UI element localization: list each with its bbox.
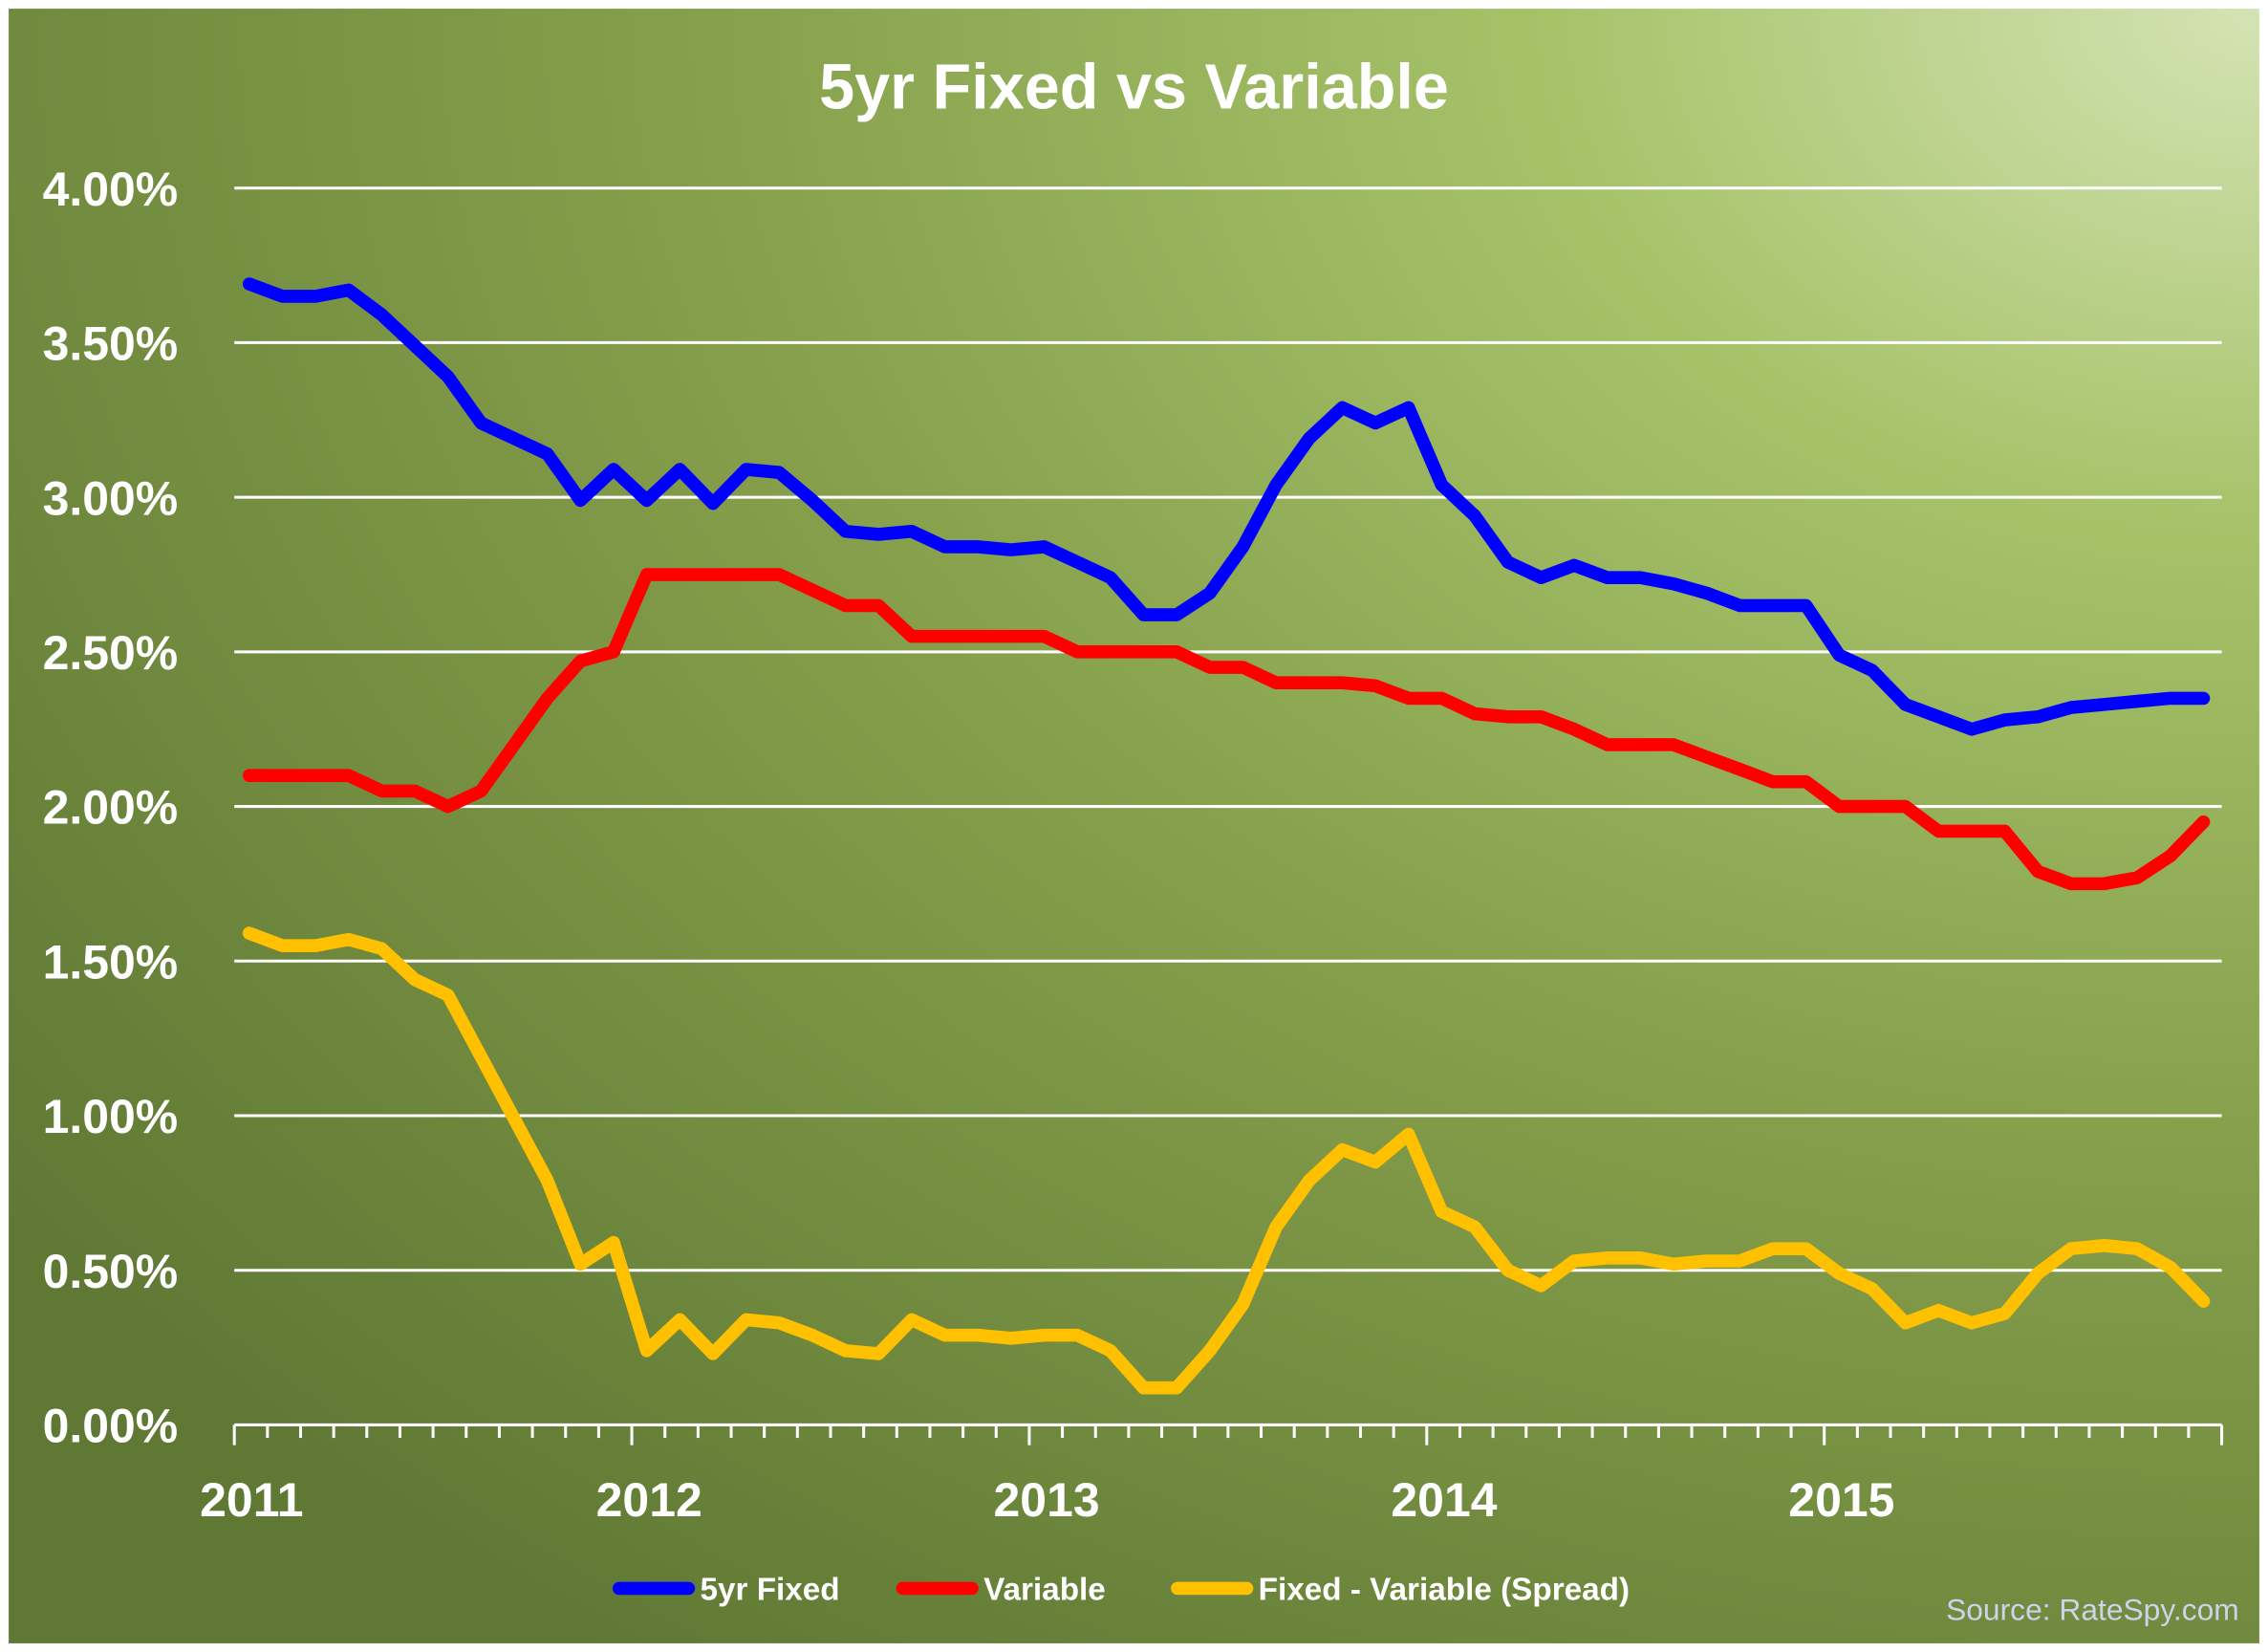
y-tick-label: 4.00% [43, 163, 179, 216]
x-tick-label: 2013 [994, 1473, 1100, 1527]
x-axis: 2011 2012 2013 2014 2015 [200, 1423, 2224, 1527]
x-tick-label: 2012 [596, 1473, 702, 1527]
y-tick-label: 2.00% [43, 781, 179, 835]
chart-title: 5yr Fixed vs Variable [819, 52, 1449, 122]
y-tick-label: 1.00% [43, 1090, 179, 1143]
source-note: Source: RateSpy.com [1946, 1593, 2239, 1627]
y-axis: 0.00% 0.50% 1.00% 1.50% 2.00% 2.50% 3.00% 3.50%… [43, 163, 179, 1453]
series-line-2 [242, 926, 2211, 1395]
x-tick-label: 2015 [1788, 1473, 1894, 1527]
y-tick-label: 3.00% [43, 471, 179, 525]
x-tick-label: 2011 [200, 1473, 303, 1527]
series-line-0 [242, 277, 2211, 736]
legend: 5yr Fixed Variable Fixed - Variable (Sprea… [612, 1573, 1630, 1608]
y-tick-label: 0.50% [43, 1245, 179, 1298]
y-tick-label: 3.50% [43, 317, 179, 371]
legend-label: 5yr Fixed [700, 1573, 839, 1608]
y-tick-label: 1.50% [43, 935, 179, 989]
y-tick-label: 2.50% [43, 626, 179, 680]
y-tick-label: 0.00% [43, 1400, 179, 1453]
legend-label: Fixed - Variable (Spread) [1259, 1573, 1630, 1608]
x-tick-label: 2014 [1391, 1473, 1497, 1527]
series-line-1 [242, 568, 2211, 891]
series-lines [242, 277, 2211, 1395]
legend-label: Variable [983, 1573, 1106, 1608]
